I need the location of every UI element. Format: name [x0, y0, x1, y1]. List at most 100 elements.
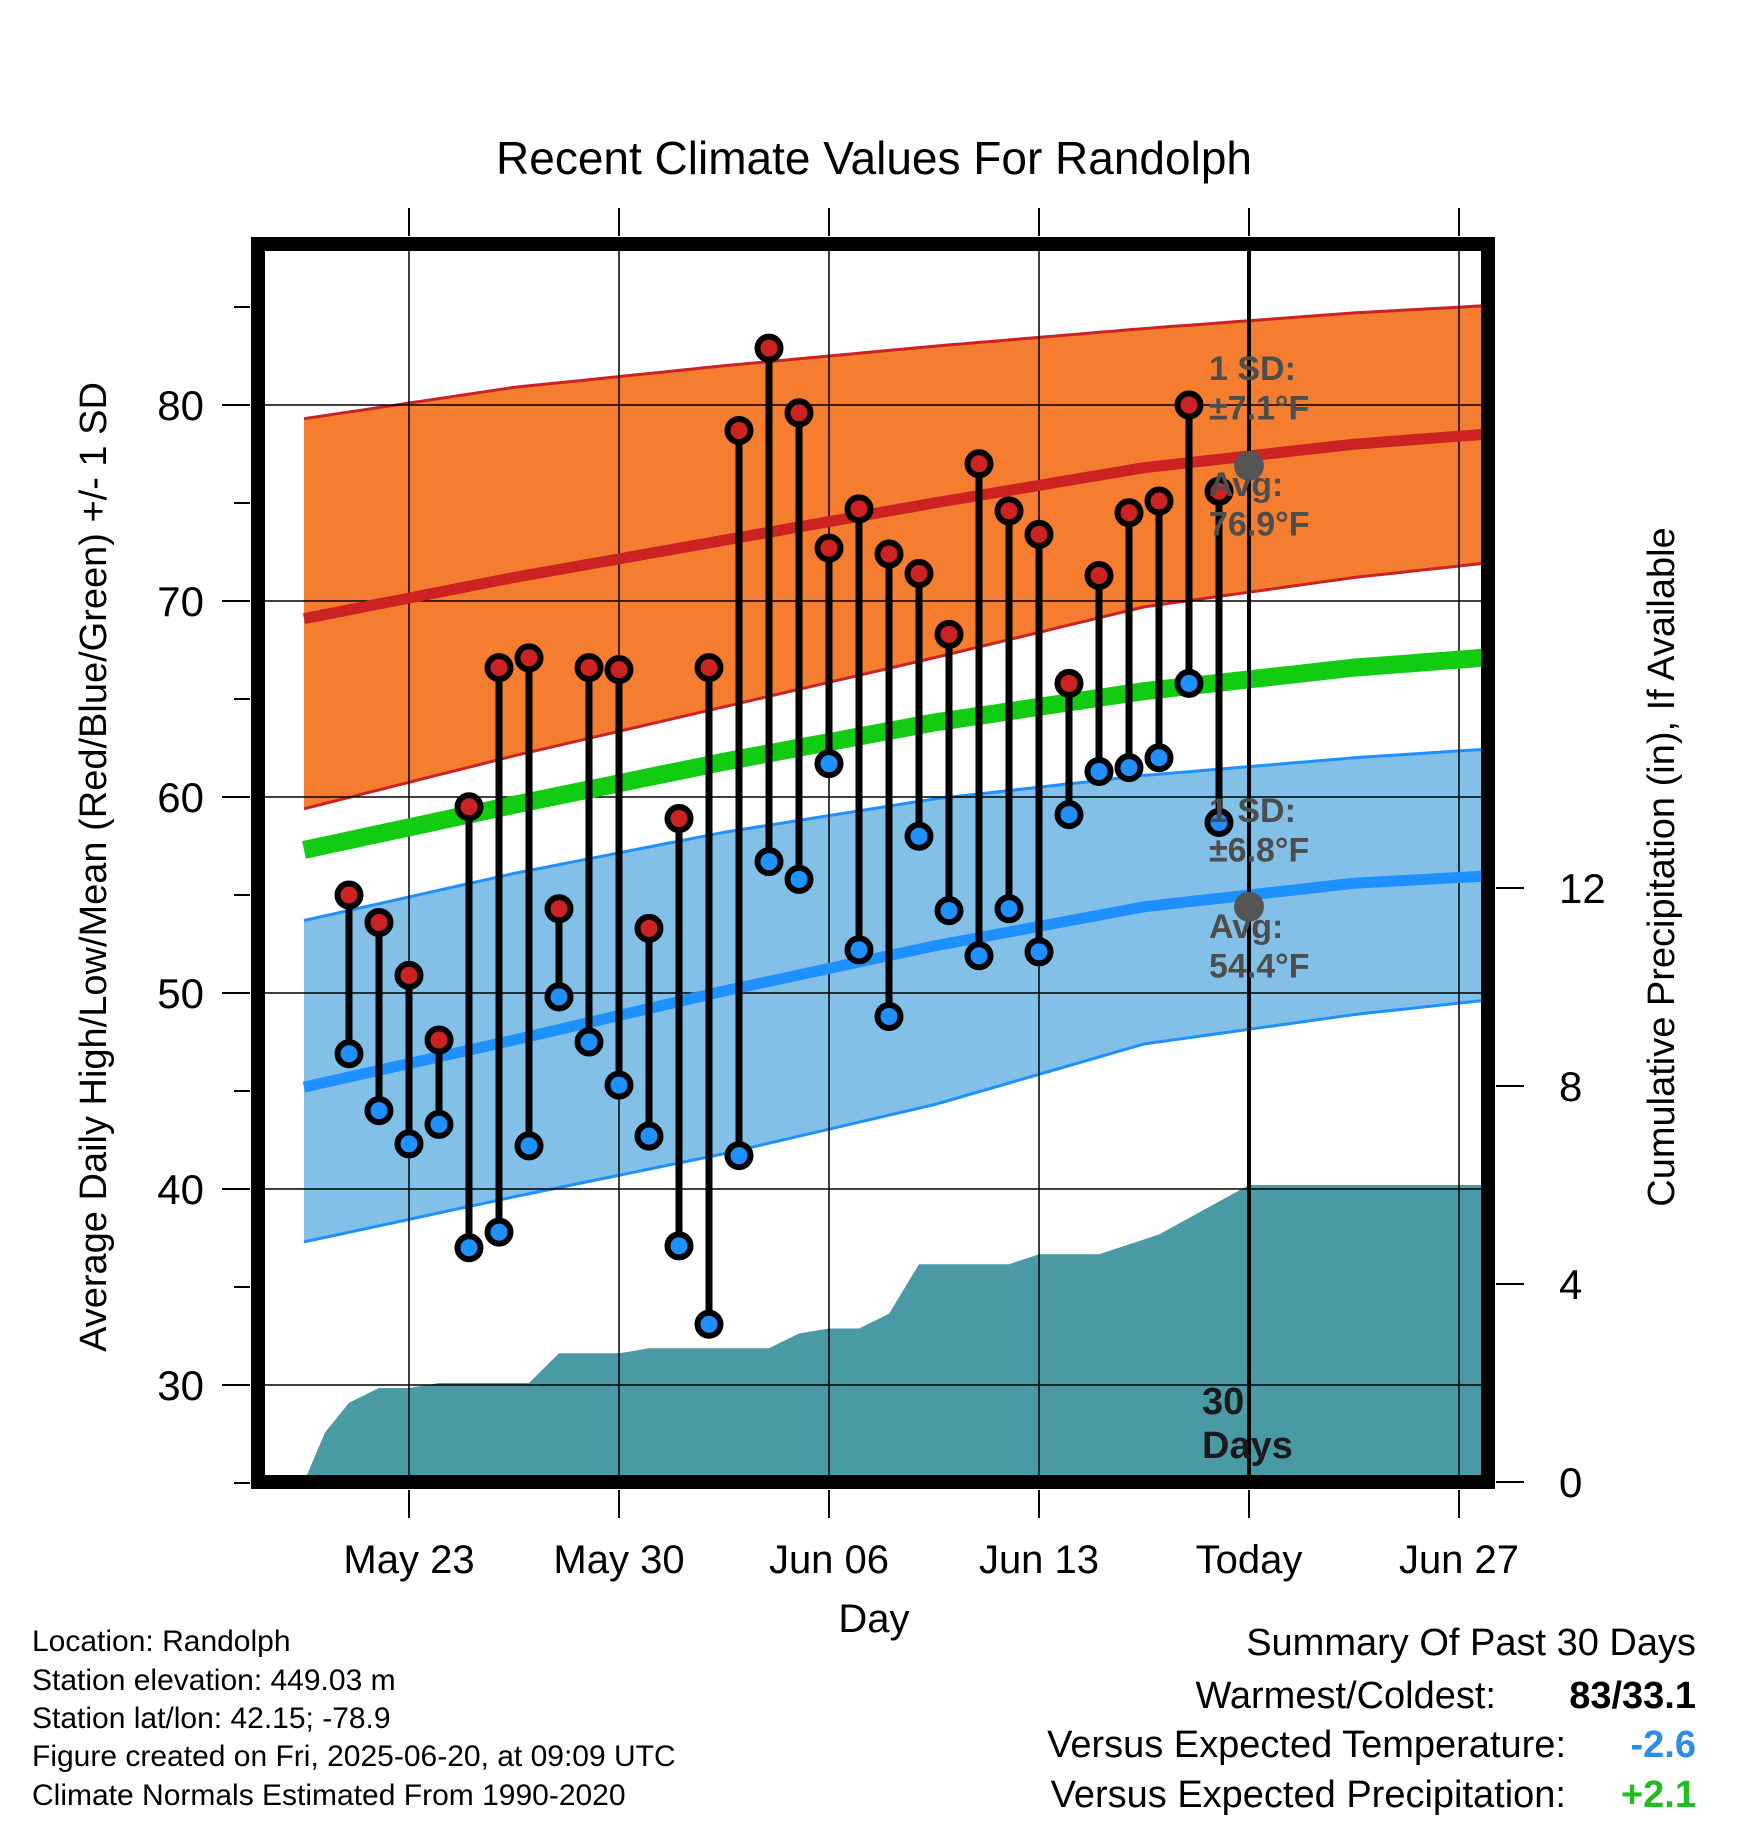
daily-high-point: [814, 533, 844, 563]
daily-low-point: [1174, 668, 1204, 698]
daily-low-point: [994, 894, 1024, 924]
x-tick-label: May 30: [553, 1538, 684, 1582]
y-left-tick-label: 60: [157, 774, 204, 821]
daily-high-point: [784, 398, 814, 428]
daily-low-point: [694, 1309, 724, 1339]
daily-low-point: [784, 864, 814, 894]
daily-high-point: [844, 494, 874, 524]
summary-precip-label: Versus Expected Precipitation:: [1050, 1774, 1566, 1816]
info-created: Figure created on Fri, 2025-06-20, at 09…: [32, 1740, 676, 1773]
daily-low-point: [1204, 807, 1234, 837]
info-location: Location: Randolph: [32, 1625, 291, 1658]
daily-high-point: [1174, 390, 1204, 420]
x-tick-label: Today: [1196, 1538, 1303, 1582]
summary-warm-cold-label: Warmest/Coldest:: [1195, 1675, 1496, 1717]
daily-high-point: [1054, 668, 1084, 698]
daily-low-point: [544, 982, 574, 1012]
daily-high-point: [604, 655, 634, 685]
daily-low-point: [664, 1231, 694, 1261]
daily-low-point: [1024, 937, 1054, 967]
daily-high-point: [994, 496, 1024, 526]
y-right-tick-label: 8: [1559, 1063, 1582, 1110]
summary-temp-label: Versus Expected Temperature:: [1047, 1724, 1566, 1766]
x-tick-label: Jun 27: [1399, 1538, 1519, 1582]
y-left-tick-label: 50: [157, 970, 204, 1017]
daily-low-point: [484, 1217, 514, 1247]
daily-low-point: [454, 1233, 484, 1263]
daily-high-point: [364, 907, 394, 937]
daily-low-point: [394, 1129, 424, 1159]
daily-high-point: [724, 415, 754, 445]
plot-frame: [251, 237, 1495, 1489]
today-low-avg-marker: [1234, 891, 1264, 922]
daily-high-point: [484, 653, 514, 683]
daily-high-point: [664, 804, 694, 834]
chart-title: Recent Climate Values For Randolph: [496, 132, 1252, 184]
daily-low-point: [874, 1002, 904, 1032]
daily-high-point: [1114, 498, 1144, 528]
x-tick-label: May 23: [343, 1538, 474, 1582]
y-left-tick-label: 30: [157, 1362, 204, 1409]
daily-low-point: [754, 847, 784, 877]
daily-high-point: [874, 539, 904, 569]
x-axis-label: Day: [838, 1597, 909, 1641]
daily-high-point: [754, 333, 784, 363]
daily-high-point: [334, 880, 364, 910]
info-normals: Climate Normals Estimated From 1990-2020: [32, 1779, 626, 1812]
high-upper-edge: [303, 304, 1488, 421]
daily-low-point: [1054, 800, 1084, 830]
today-days-label: 30 Days: [1202, 1381, 1293, 1467]
y-axis-right-label: Cumulative Precipitation (in), If Availa…: [1641, 527, 1683, 1206]
y-left-tick-label: 40: [157, 1166, 204, 1213]
daily-low-point: [934, 896, 964, 926]
y-left-tick-label: 80: [157, 382, 204, 429]
daily-low-point: [514, 1131, 544, 1161]
daily-high-point: [1144, 486, 1174, 516]
x-tick-label: Jun 13: [979, 1538, 1099, 1582]
daily-low-point: [1084, 757, 1114, 787]
daily-high-point: [694, 653, 724, 683]
daily-high-point: [424, 1025, 454, 1055]
y-right-tick-label: 0: [1559, 1459, 1582, 1506]
daily-low-point: [814, 749, 844, 779]
today-high-sd-label: 1 SD: ±7.1°F: [1209, 350, 1309, 427]
daily-low-point: [574, 1027, 604, 1057]
daily-high-point: [394, 960, 424, 990]
summary-temp-value: -2.6: [1630, 1724, 1696, 1766]
daily-high-point: [904, 559, 934, 589]
daily-high-point: [1024, 519, 1054, 549]
x-tick-label: Jun 06: [769, 1538, 889, 1582]
daily-low-point: [634, 1121, 664, 1151]
daily-low-point: [424, 1109, 454, 1139]
info-elevation: Station elevation: 449.03 m: [32, 1664, 396, 1697]
daily-low-point: [364, 1096, 394, 1126]
daily-low-point: [844, 935, 874, 965]
precipitation-area: [304, 1185, 1488, 1482]
plot-area: 1 SD: ±7.1°F Avg: 76.9°F 1 SD: ±6.8°F Avg: 54.4…: [157, 208, 1606, 1582]
plot-interior: [258, 244, 1488, 1482]
y-axis-left-label: Average Daily High/Low/Mean (Red/Blue/Gr…: [73, 382, 115, 1352]
daily-low-point: [1144, 743, 1174, 773]
today-high-avg-label: Avg: 76.9°F: [1209, 466, 1310, 543]
daily-low-point: [334, 1039, 364, 1069]
summary-warm-cold-value: 83/33.1: [1569, 1675, 1696, 1717]
daily-high-point: [634, 913, 664, 943]
daily-high-point: [544, 894, 574, 924]
daily-low-point: [604, 1070, 634, 1100]
daily-low-point: [1114, 753, 1144, 783]
daily-low-point: [724, 1141, 754, 1171]
today-low-avg-label: Avg: 54.4°F: [1209, 908, 1310, 985]
today-high-avg-marker: [1234, 450, 1264, 481]
y-left-tick-label: 70: [157, 578, 204, 625]
low-lower-edge: [303, 998, 1488, 1244]
daily-high-point: [1204, 476, 1234, 506]
summary-title: Summary Of Past 30 Days: [1246, 1622, 1696, 1664]
daily-high-point: [454, 792, 484, 822]
daily-high-point: [1084, 561, 1114, 591]
info-latlon: Station lat/lon: 42.15; -78.9: [32, 1702, 391, 1735]
low-normal-line: [302, 870, 1488, 1093]
daily-high-point: [574, 653, 604, 683]
high-normal-line: [302, 428, 1488, 625]
daily-low-point: [904, 821, 934, 851]
